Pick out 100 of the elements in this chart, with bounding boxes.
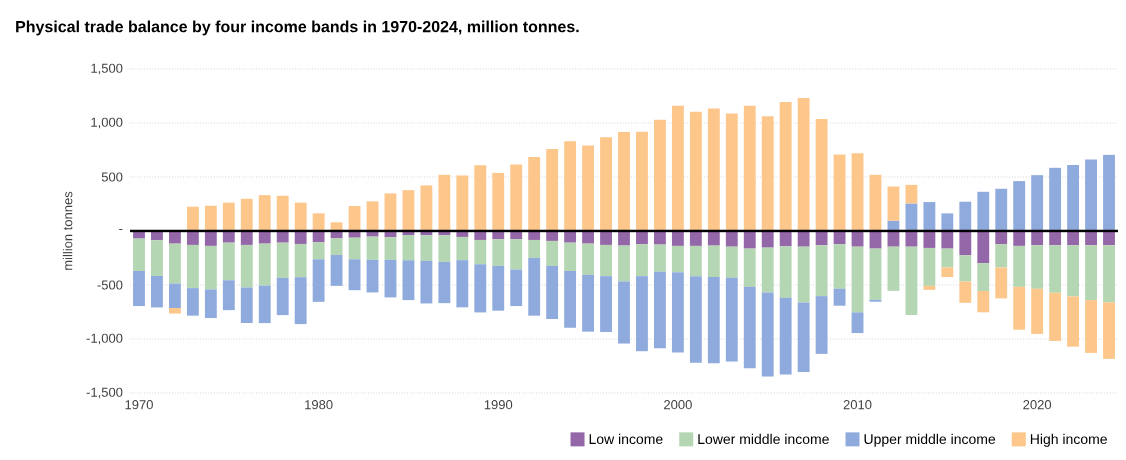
bar (887, 246, 900, 291)
bar (330, 238, 343, 255)
bar (959, 201, 972, 231)
bar (797, 98, 810, 231)
bar (654, 230, 666, 245)
bar (276, 242, 289, 278)
bar (582, 145, 594, 231)
bar (923, 230, 936, 248)
bar (492, 239, 505, 266)
bar (168, 283, 181, 309)
y-axis-title: million tonnes (62, 191, 73, 270)
bar (564, 270, 577, 328)
bar (1067, 230, 1080, 246)
bar (420, 185, 433, 231)
bar (276, 230, 289, 243)
bar (707, 108, 720, 231)
bar (905, 246, 918, 316)
bar (689, 245, 702, 277)
bar (510, 239, 523, 270)
bar (869, 174, 882, 231)
bar (923, 247, 936, 286)
bar (1103, 154, 1115, 231)
bar (725, 277, 738, 362)
bar (995, 267, 1008, 299)
bar (564, 242, 577, 271)
bar (330, 222, 343, 231)
bar (258, 195, 271, 231)
bar (276, 195, 289, 231)
bar (905, 230, 918, 247)
bar (977, 191, 990, 231)
bar (743, 230, 756, 249)
bar (222, 280, 235, 311)
bar (725, 246, 738, 278)
bar (582, 274, 594, 332)
bar (528, 239, 541, 258)
bar (654, 244, 666, 272)
y-tick-label: 1,500 (91, 63, 123, 75)
bar (743, 248, 756, 287)
bar (618, 230, 630, 246)
bar (133, 270, 145, 307)
bar (671, 272, 684, 353)
bar (1103, 245, 1115, 303)
x-tick-label: 2000 (664, 400, 692, 410)
bar (240, 230, 253, 245)
bar (761, 247, 774, 293)
x-tick-label: 2010 (843, 400, 872, 410)
bar (474, 239, 487, 265)
bar (492, 172, 505, 231)
bar (887, 186, 900, 221)
bar (1085, 159, 1097, 231)
y-tick-label: -1,500 (86, 387, 123, 399)
bar (636, 276, 648, 352)
bar (671, 105, 684, 231)
bar (348, 237, 361, 260)
bar (133, 230, 145, 239)
bar (833, 288, 846, 306)
bar (456, 260, 469, 308)
bar (564, 141, 577, 231)
bar (186, 206, 199, 231)
bar (707, 245, 720, 278)
bar (905, 184, 918, 204)
bar (420, 260, 433, 304)
bar (618, 281, 630, 344)
bar (294, 230, 307, 244)
bar (151, 240, 163, 276)
bar (222, 242, 235, 281)
bar (222, 230, 235, 243)
bar (330, 254, 343, 286)
legend-label: Low income (589, 433, 663, 445)
bar (600, 244, 612, 277)
bar (564, 230, 577, 243)
bar (151, 275, 163, 308)
bar (546, 265, 559, 320)
bar (1067, 245, 1080, 297)
bar (671, 230, 684, 246)
bar (348, 259, 361, 291)
bar (1103, 302, 1115, 359)
legend-label: Lower middle income (698, 433, 829, 445)
bar (689, 111, 702, 231)
bar (492, 265, 505, 311)
bar (546, 230, 559, 241)
bar (851, 312, 864, 334)
bar (725, 113, 738, 231)
bar (294, 277, 307, 325)
bar (1013, 245, 1026, 287)
bar (384, 237, 397, 260)
bar (905, 203, 918, 231)
bar (186, 244, 199, 289)
bar (671, 245, 684, 273)
bar (546, 240, 559, 266)
bar (797, 302, 810, 372)
bar (474, 230, 487, 240)
bar (312, 259, 325, 302)
bar (276, 277, 289, 316)
bar (761, 292, 774, 377)
bar (1085, 300, 1097, 353)
bar (546, 148, 559, 231)
bar (222, 202, 235, 231)
y-tick-label: 1,000 (91, 117, 123, 129)
x-tick-label: 2020 (1023, 400, 1052, 410)
